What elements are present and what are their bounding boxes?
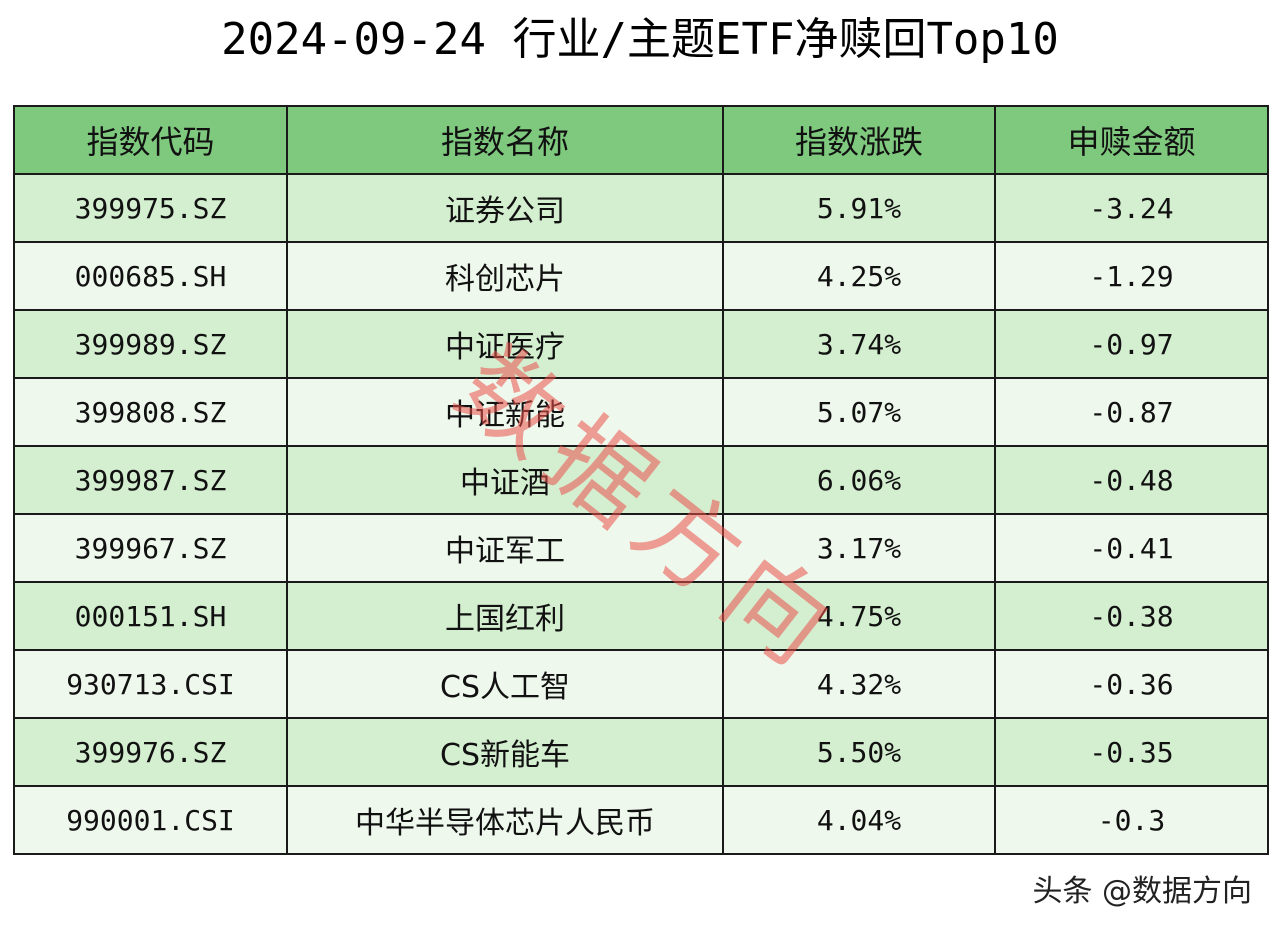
index-code-cell: 000685.SH [13,241,288,311]
index-name-cell: 中证军工 [286,513,724,583]
index-change-cell: 5.50% [722,717,996,787]
index-code-cell: 399987.SZ [13,445,288,515]
index-name-cell: CS人工智 [286,649,724,719]
index-name-cell: 中华半导体芯片人民币 [286,785,724,855]
amount-cell: -0.38 [994,581,1269,651]
index-change-cell: 4.04% [722,785,996,855]
source-credit: 头条 @数据方向 [1032,874,1252,909]
index-change-cell: 5.91% [722,173,996,243]
index-change-cell: 5.07% [722,377,996,447]
column-header-index-code: 指数代码 [13,105,288,175]
table-row: 399808.SZ 中证新能 5.07% -0.87 [13,377,1269,447]
index-change-cell: 3.74% [722,309,996,379]
index-name-cell: CS新能车 [286,717,724,787]
index-change-cell: 6.06% [722,445,996,515]
index-code-cell: 399967.SZ [13,513,288,583]
table-row: 399967.SZ 中证军工 3.17% -0.41 [13,513,1269,583]
index-code-cell: 399808.SZ [13,377,288,447]
table-header-row: 指数代码 指数名称 指数涨跌 申赎金额 [13,105,1269,175]
index-code-cell: 000151.SH [13,581,288,651]
index-code-cell: 930713.CSI [13,649,288,719]
amount-cell: -0.36 [994,649,1269,719]
table-row: 930713.CSI CS人工智 4.32% -0.36 [13,649,1269,719]
column-header-subscription-amount: 申赎金额 [994,105,1269,175]
index-name-cell: 中证酒 [286,445,724,515]
table-row: 399989.SZ 中证医疗 3.74% -0.97 [13,309,1269,379]
etf-redemption-table: 指数代码 指数名称 指数涨跌 申赎金额 399975.SZ 证券公司 5.91%… [13,105,1269,855]
table-row: 399976.SZ CS新能车 5.50% -0.35 [13,717,1269,787]
amount-cell: -0.35 [994,717,1269,787]
amount-cell: -0.97 [994,309,1269,379]
index-name-cell: 中证新能 [286,377,724,447]
table-row: 399975.SZ 证券公司 5.91% -3.24 [13,173,1269,243]
index-change-cell: 4.32% [722,649,996,719]
table-row: 399987.SZ 中证酒 6.06% -0.48 [13,445,1269,515]
index-code-cell: 399976.SZ [13,717,288,787]
amount-cell: -1.29 [994,241,1269,311]
column-header-index-change: 指数涨跌 [722,105,996,175]
index-name-cell: 科创芯片 [286,241,724,311]
index-name-cell: 中证医疗 [286,309,724,379]
table-row: 990001.CSI 中华半导体芯片人民币 4.04% -0.3 [13,785,1269,855]
amount-cell: -3.24 [994,173,1269,243]
table-row: 000151.SH 上国红利 4.75% -0.38 [13,581,1269,651]
index-change-cell: 4.25% [722,241,996,311]
index-code-cell: 399989.SZ [13,309,288,379]
column-header-index-name: 指数名称 [286,105,724,175]
amount-cell: -0.3 [994,785,1269,855]
index-change-cell: 4.75% [722,581,996,651]
index-code-cell: 399975.SZ [13,173,288,243]
page-title: 2024-09-24 行业/主题ETF净赎回Top10 [221,14,1059,65]
index-change-cell: 3.17% [722,513,996,583]
index-name-cell: 上国红利 [286,581,724,651]
table-row: 000685.SH 科创芯片 4.25% -1.29 [13,241,1269,311]
amount-cell: -0.48 [994,445,1269,515]
amount-cell: -0.87 [994,377,1269,447]
amount-cell: -0.41 [994,513,1269,583]
index-name-cell: 证券公司 [286,173,724,243]
index-code-cell: 990001.CSI [13,785,288,855]
